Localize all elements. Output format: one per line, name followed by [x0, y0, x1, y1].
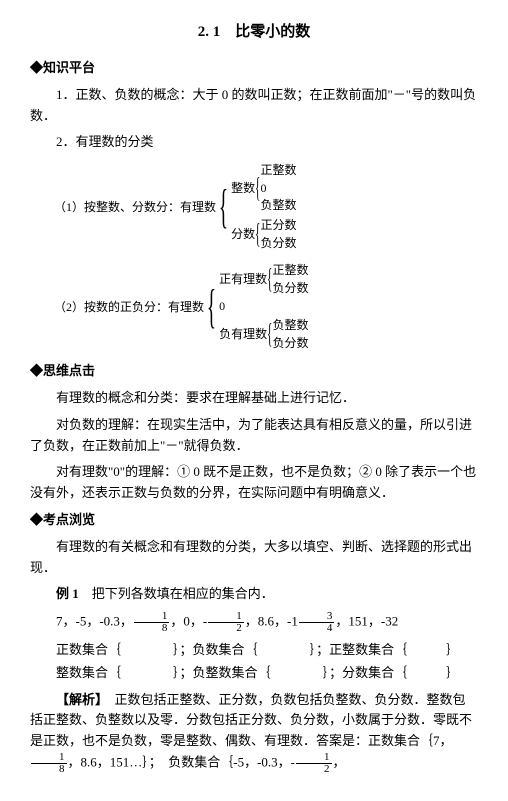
- tree2-level1: 正有理数 { 正整数 负分数 0 负有理数 { 负整数 负分数: [219, 261, 308, 353]
- exam-intro: 有理数的有关概念和有理数的分类，大多以填空、判断、选择题的形式出现．: [30, 537, 478, 579]
- thinking-p2: 对负数的理解：在现实生活中，为了能表达具有相反意义的量，所以引进了负数，在正数前…: [30, 415, 478, 457]
- tree1-pos-int: 正整数: [261, 162, 297, 180]
- set-row-2: 整数集合｛ ｝；负整数集合｛ ｝；分数集合｛ ｝: [56, 663, 478, 684]
- tree2-neg-frac2: 负分数: [273, 335, 309, 353]
- tree2-pos-rational: 正有理数: [219, 272, 267, 288]
- brace-icon: {: [255, 221, 260, 249]
- brace-icon: {: [267, 321, 272, 349]
- tree2-zero: 0: [219, 298, 308, 316]
- tree1-zero: 0: [261, 180, 297, 198]
- brace-icon: {: [207, 283, 216, 331]
- analysis-label: 【解析】: [56, 692, 102, 707]
- concept-positive-negative: 1．正数、负数的概念：大于 0 的数叫正数；在正数前面加"－"号的数叫负数．: [30, 85, 478, 127]
- tree1-prefix: （1）按整数、分数分：有理数: [54, 198, 216, 217]
- tree2-pos-int: 正整数: [273, 262, 309, 280]
- section-thinking: ◆思维点击: [30, 361, 478, 382]
- tree2-neg-rational: 负有理数: [219, 327, 267, 343]
- number-list: 7，-5，-0.3，18，0，-12，8.6，-134，151，-32: [30, 611, 478, 634]
- tree1-pos-frac: 正分数: [261, 217, 297, 235]
- thinking-p3: 对有理数"0"的理解：① 0 既不是正数，也不是负数；② 0 除了表示一个也没有…: [30, 462, 478, 504]
- section-exam: ◆考点浏览: [30, 510, 478, 531]
- tree1-neg-frac: 负分数: [261, 235, 297, 253]
- page-title: 2. 1 比零小的数: [30, 20, 478, 44]
- example-text: 把下列各数填在相应的集合内．: [92, 586, 274, 601]
- set-row-1: 正数集合｛ ｝；负数集合｛ ｝；正整数集合｛ ｝: [56, 640, 478, 661]
- tree1-level1: 整数 { 正整数 0 负整数 分数 { 正分数 负分数: [231, 161, 296, 253]
- tree1-fractions: 分数: [231, 227, 255, 243]
- section-knowledge: ◆知识平台: [30, 58, 478, 79]
- brace-icon: {: [255, 175, 260, 203]
- brace-icon: {: [219, 183, 228, 231]
- thinking-p1: 有理数的概念和分类：要求在理解基础上进行记忆．: [30, 388, 478, 409]
- analysis: 【解析】 正数包括正整数、正分数，负数包括负整数、负分数．整数包括正整数、负整数…: [30, 690, 478, 775]
- classification-tree-1: （1）按整数、分数分：有理数 { 整数 { 正整数 0 负整数 分数 { 正分数…: [54, 161, 478, 253]
- tree1-integers: 整数: [231, 181, 255, 197]
- tree2-neg-int: 负整数: [273, 317, 309, 335]
- brace-icon: {: [267, 266, 272, 294]
- example-label: 例 1: [56, 586, 79, 601]
- example-1: 例 1 把下列各数填在相应的集合内．: [30, 584, 478, 605]
- classification-heading: 2．有理数的分类: [30, 132, 478, 153]
- classification-tree-2: （2）按数的正负分：有理数 { 正有理数 { 正整数 负分数 0 负有理数 { …: [54, 261, 478, 353]
- tree1-neg-int: 负整数: [261, 197, 297, 215]
- tree2-prefix: （2）按数的正负分：有理数: [54, 298, 204, 317]
- tree2-neg-frac: 负分数: [273, 280, 309, 298]
